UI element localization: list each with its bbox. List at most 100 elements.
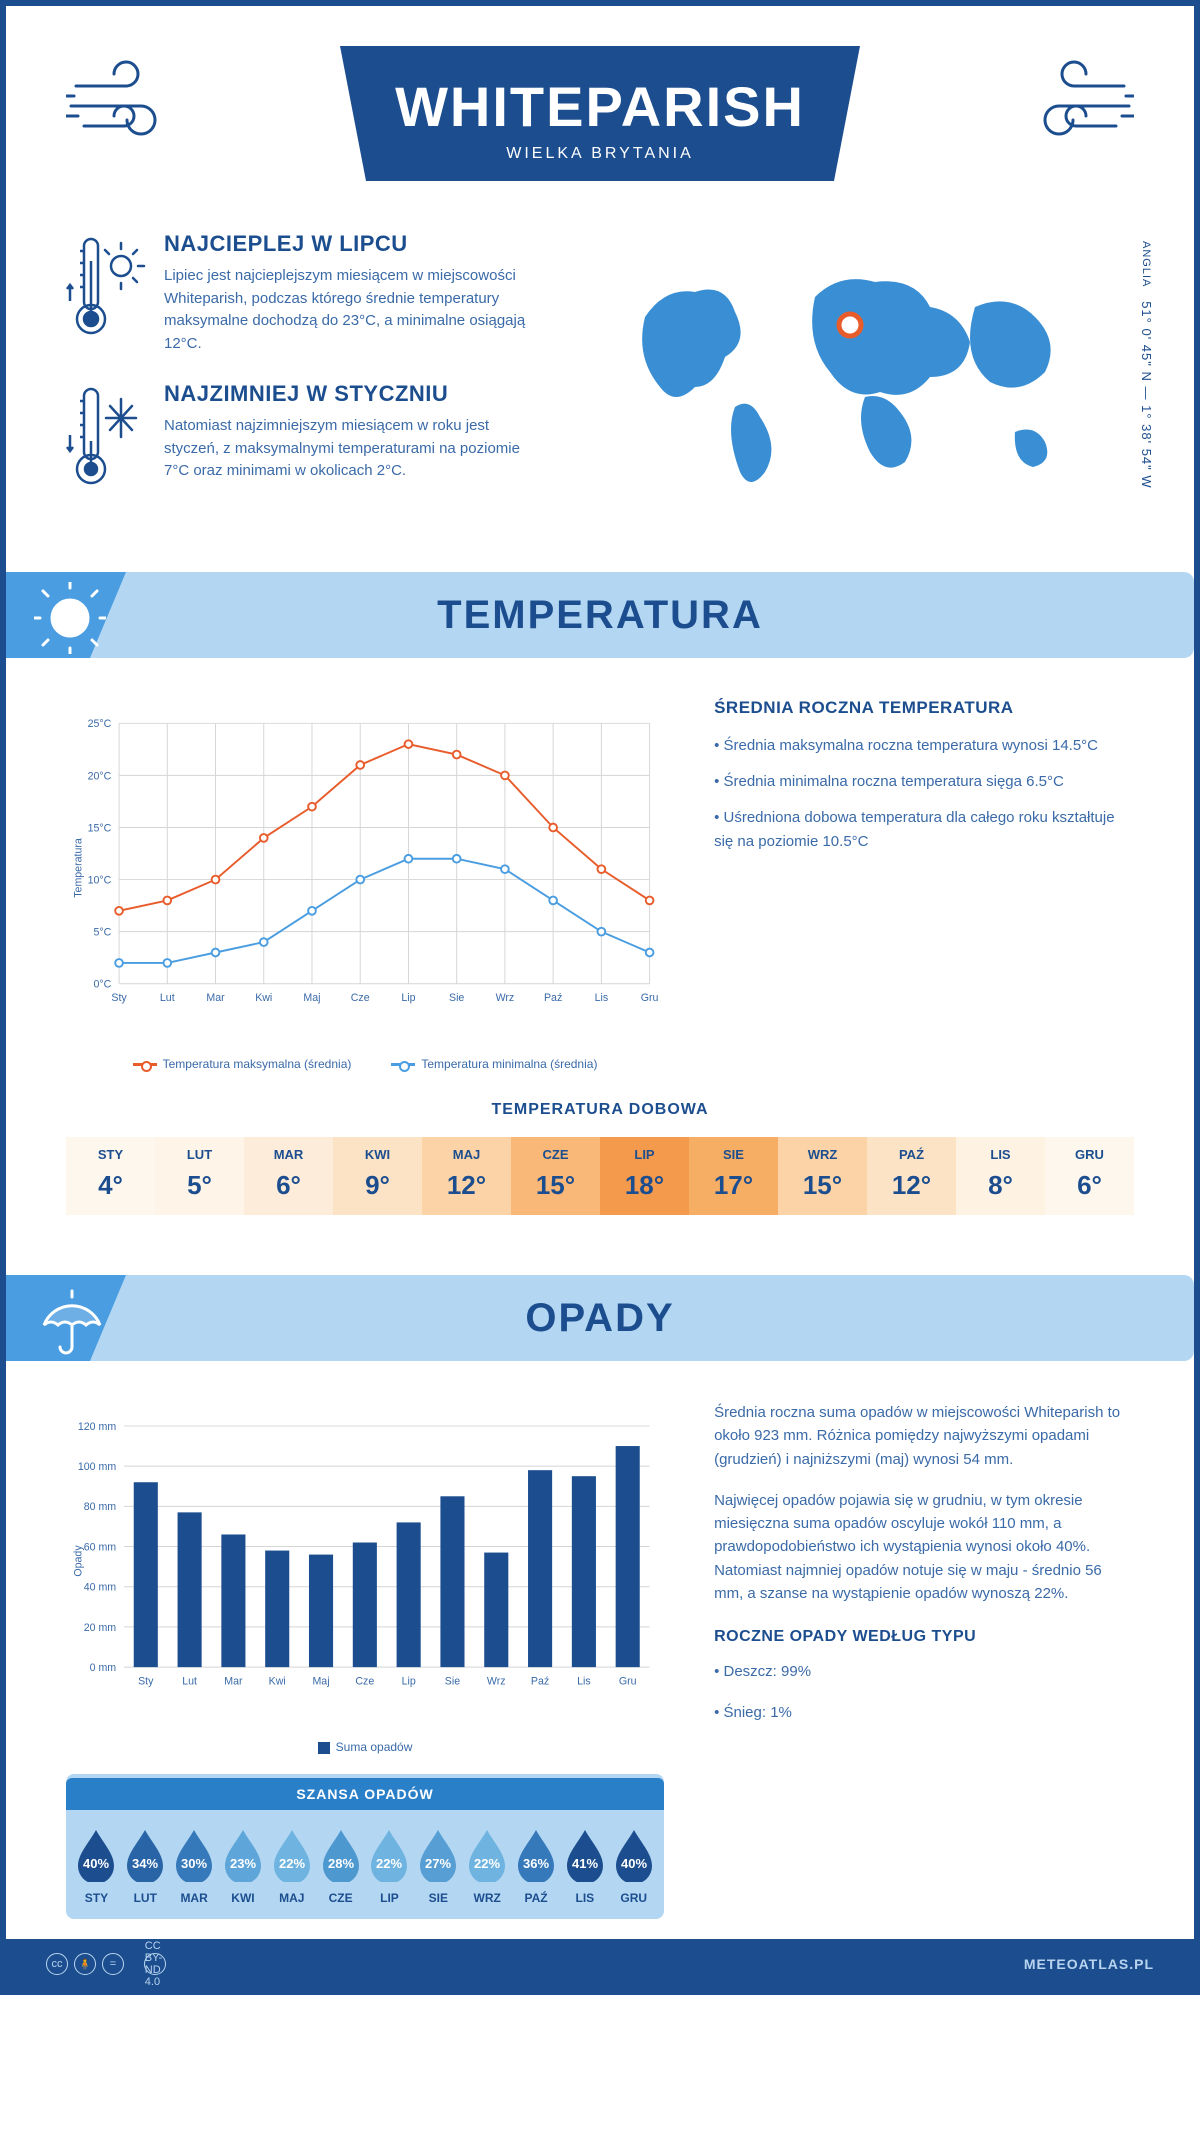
rain-drop: 22%WRZ bbox=[463, 1826, 512, 1905]
intro-section: NAJCIEPLEJ W LIPCU Lipiec jest najcieple… bbox=[6, 201, 1194, 542]
city-title: WHITEPARISH bbox=[340, 74, 860, 139]
precipitation-legend: Suma opadów bbox=[66, 1740, 664, 1754]
svg-text:Lip: Lip bbox=[401, 992, 415, 1004]
annual-temp-title: ŚREDNIA ROCZNA TEMPERATURA bbox=[714, 698, 1134, 718]
coords-value: 51° 0' 45" N — 1° 38' 54" W bbox=[1139, 301, 1154, 488]
svg-text:Lut: Lut bbox=[182, 1675, 197, 1687]
svg-text:Mar: Mar bbox=[224, 1675, 243, 1687]
svg-text:20°C: 20°C bbox=[88, 770, 112, 782]
svg-text:Lip: Lip bbox=[402, 1675, 416, 1687]
heat-cell: PAŹ12° bbox=[867, 1137, 956, 1215]
svg-text:36%: 36% bbox=[523, 1856, 549, 1871]
hottest-block: NAJCIEPLEJ W LIPCU Lipiec jest najcieple… bbox=[66, 231, 536, 355]
cc-icon: cc bbox=[46, 1953, 68, 1975]
precip-by-type: • Śnieg: 1% bbox=[714, 1701, 1134, 1724]
svg-text:Gru: Gru bbox=[619, 1675, 637, 1687]
svg-text:100 mm: 100 mm bbox=[78, 1461, 116, 1473]
heat-cell: MAJ12° bbox=[422, 1137, 511, 1215]
heat-cell: STY4° bbox=[66, 1137, 155, 1215]
svg-text:Cze: Cze bbox=[355, 1675, 374, 1687]
nd-icon: = bbox=[102, 1953, 124, 1975]
svg-text:Gru: Gru bbox=[641, 992, 659, 1004]
heat-cell: CZE15° bbox=[511, 1137, 600, 1215]
svg-text:Sie: Sie bbox=[449, 992, 464, 1004]
precipitation-summary: Średnia roczna suma opadów w miejscowośc… bbox=[714, 1401, 1134, 1919]
world-map-container: ANGLIA 51° 0' 45" N — 1° 38' 54" W bbox=[576, 231, 1134, 522]
precipitation-heading: OPADY bbox=[525, 1296, 674, 1341]
svg-text:Opady: Opady bbox=[72, 1545, 84, 1577]
svg-text:Temperatura: Temperatura bbox=[72, 838, 84, 898]
temperature-section-banner: TEMPERATURA bbox=[6, 572, 1194, 658]
svg-text:80 mm: 80 mm bbox=[84, 1501, 117, 1513]
page-frame: WHITEPARISH WIELKA BRYTANIA NAJCIEPLEJ W… bbox=[0, 0, 1200, 1995]
sun-icon bbox=[34, 582, 106, 659]
svg-text:40%: 40% bbox=[83, 1856, 109, 1871]
hottest-title: NAJCIEPLEJ W LIPCU bbox=[164, 231, 536, 257]
legend-sum: Suma opadów bbox=[336, 1740, 413, 1754]
rain-drop: 34%LUT bbox=[121, 1826, 170, 1905]
site-name: METEOATLAS.PL bbox=[1024, 1956, 1154, 1972]
wind-icon bbox=[66, 56, 186, 151]
temperature-heading: TEMPERATURA bbox=[437, 593, 763, 638]
rain-drop: 22%LIP bbox=[365, 1826, 414, 1905]
region-label: ANGLIA bbox=[1140, 241, 1152, 287]
coldest-block: NAJZIMNIEJ W STYCZNIU Natomiast najzimni… bbox=[66, 381, 536, 496]
svg-text:22%: 22% bbox=[474, 1856, 500, 1871]
svg-text:Kwi: Kwi bbox=[269, 1675, 286, 1687]
country-subtitle: WIELKA BRYTANIA bbox=[340, 145, 860, 163]
precipitation-body: 0 mm20 mm40 mm60 mm80 mm100 mm120 mmStyL… bbox=[6, 1361, 1194, 1939]
temp-bullet: • Średnia minimalna roczna temperatura s… bbox=[714, 770, 1134, 794]
temperature-body: 0°C5°C10°C15°C20°C25°CStyLutMarKwiMajCze… bbox=[6, 658, 1194, 1091]
thermometer-hot-icon bbox=[66, 231, 146, 355]
svg-text:Lut: Lut bbox=[160, 992, 175, 1004]
svg-text:Sty: Sty bbox=[111, 992, 127, 1004]
svg-text:27%: 27% bbox=[425, 1856, 451, 1871]
svg-text:Paź: Paź bbox=[531, 1675, 549, 1687]
temp-bullet: • Średnia maksymalna roczna temperatura … bbox=[714, 734, 1134, 758]
rain-chance-title: SZANSA OPADÓW bbox=[66, 1778, 664, 1810]
svg-text:22%: 22% bbox=[376, 1856, 402, 1871]
rain-drop: 40%STY bbox=[72, 1826, 121, 1905]
daily-temp-title: TEMPERATURA DOBOWA bbox=[66, 1101, 1134, 1119]
svg-text:25°C: 25°C bbox=[88, 718, 112, 730]
rain-drop: 23%KWI bbox=[219, 1826, 268, 1905]
rain-drop: 22%MAJ bbox=[267, 1826, 316, 1905]
heat-cell: LIP18° bbox=[600, 1137, 689, 1215]
svg-text:41%: 41% bbox=[572, 1856, 598, 1871]
rain-drop: 30%MAR bbox=[170, 1826, 219, 1905]
precip-para: Średnia roczna suma opadów w miejscowośc… bbox=[714, 1401, 1134, 1471]
svg-text:Lis: Lis bbox=[595, 992, 609, 1004]
svg-text:Maj: Maj bbox=[312, 1675, 329, 1687]
heat-cell: SIE17° bbox=[689, 1137, 778, 1215]
wind-icon bbox=[1014, 56, 1134, 151]
svg-text:0 mm: 0 mm bbox=[90, 1662, 117, 1674]
heat-cell: LUT5° bbox=[155, 1137, 244, 1215]
footer: cc 🧍 = CC BY-ND 4.0 METEOATLAS.PL bbox=[6, 1939, 1194, 1989]
svg-text:28%: 28% bbox=[328, 1856, 354, 1871]
svg-text:120 mm: 120 mm bbox=[78, 1421, 116, 1433]
svg-text:40 mm: 40 mm bbox=[84, 1582, 117, 1594]
daily-temp-heatmap: STY4°LUT5°MAR6°KWI9°MAJ12°CZE15°LIP18°SI… bbox=[66, 1137, 1134, 1215]
svg-text:5°C: 5°C bbox=[94, 927, 112, 939]
daily-temp-section: TEMPERATURA DOBOWA STY4°LUT5°MAR6°KWI9°M… bbox=[6, 1091, 1194, 1245]
by-icon: 🧍 bbox=[74, 1953, 96, 1975]
temperature-summary: ŚREDNIA ROCZNA TEMPERATURA • Średnia mak… bbox=[714, 698, 1134, 1071]
thermometer-cold-icon bbox=[66, 381, 146, 496]
svg-text:Kwi: Kwi bbox=[255, 992, 272, 1004]
rain-drop: 27%SIE bbox=[414, 1826, 463, 1905]
svg-text:Cze: Cze bbox=[351, 992, 370, 1004]
rain-drop: 40%GRU bbox=[609, 1826, 658, 1905]
precip-para: Najwięcej opadów pojawia się w grudniu, … bbox=[714, 1489, 1134, 1605]
svg-text:60 mm: 60 mm bbox=[84, 1541, 117, 1553]
svg-text:Sty: Sty bbox=[138, 1675, 154, 1687]
rain-chance-panel: SZANSA OPADÓW 40%STY34%LUT30%MAR23%KWI22… bbox=[66, 1774, 664, 1919]
svg-text:22%: 22% bbox=[279, 1856, 305, 1871]
coldest-title: NAJZIMNIEJ W STYCZNIU bbox=[164, 381, 536, 407]
svg-text:Paź: Paź bbox=[544, 992, 562, 1004]
temp-bullet: • Uśredniona dobowa temperatura dla całe… bbox=[714, 806, 1134, 854]
svg-text:30%: 30% bbox=[181, 1856, 207, 1871]
license-text: CC BY-ND 4.0 bbox=[144, 1953, 166, 1975]
title-banner: WHITEPARISH WIELKA BRYTANIA bbox=[340, 46, 860, 181]
legend-min: Temperatura minimalna (średnia) bbox=[421, 1057, 597, 1071]
hottest-body: Lipiec jest najcieplejszym miesiącem w m… bbox=[164, 265, 536, 355]
